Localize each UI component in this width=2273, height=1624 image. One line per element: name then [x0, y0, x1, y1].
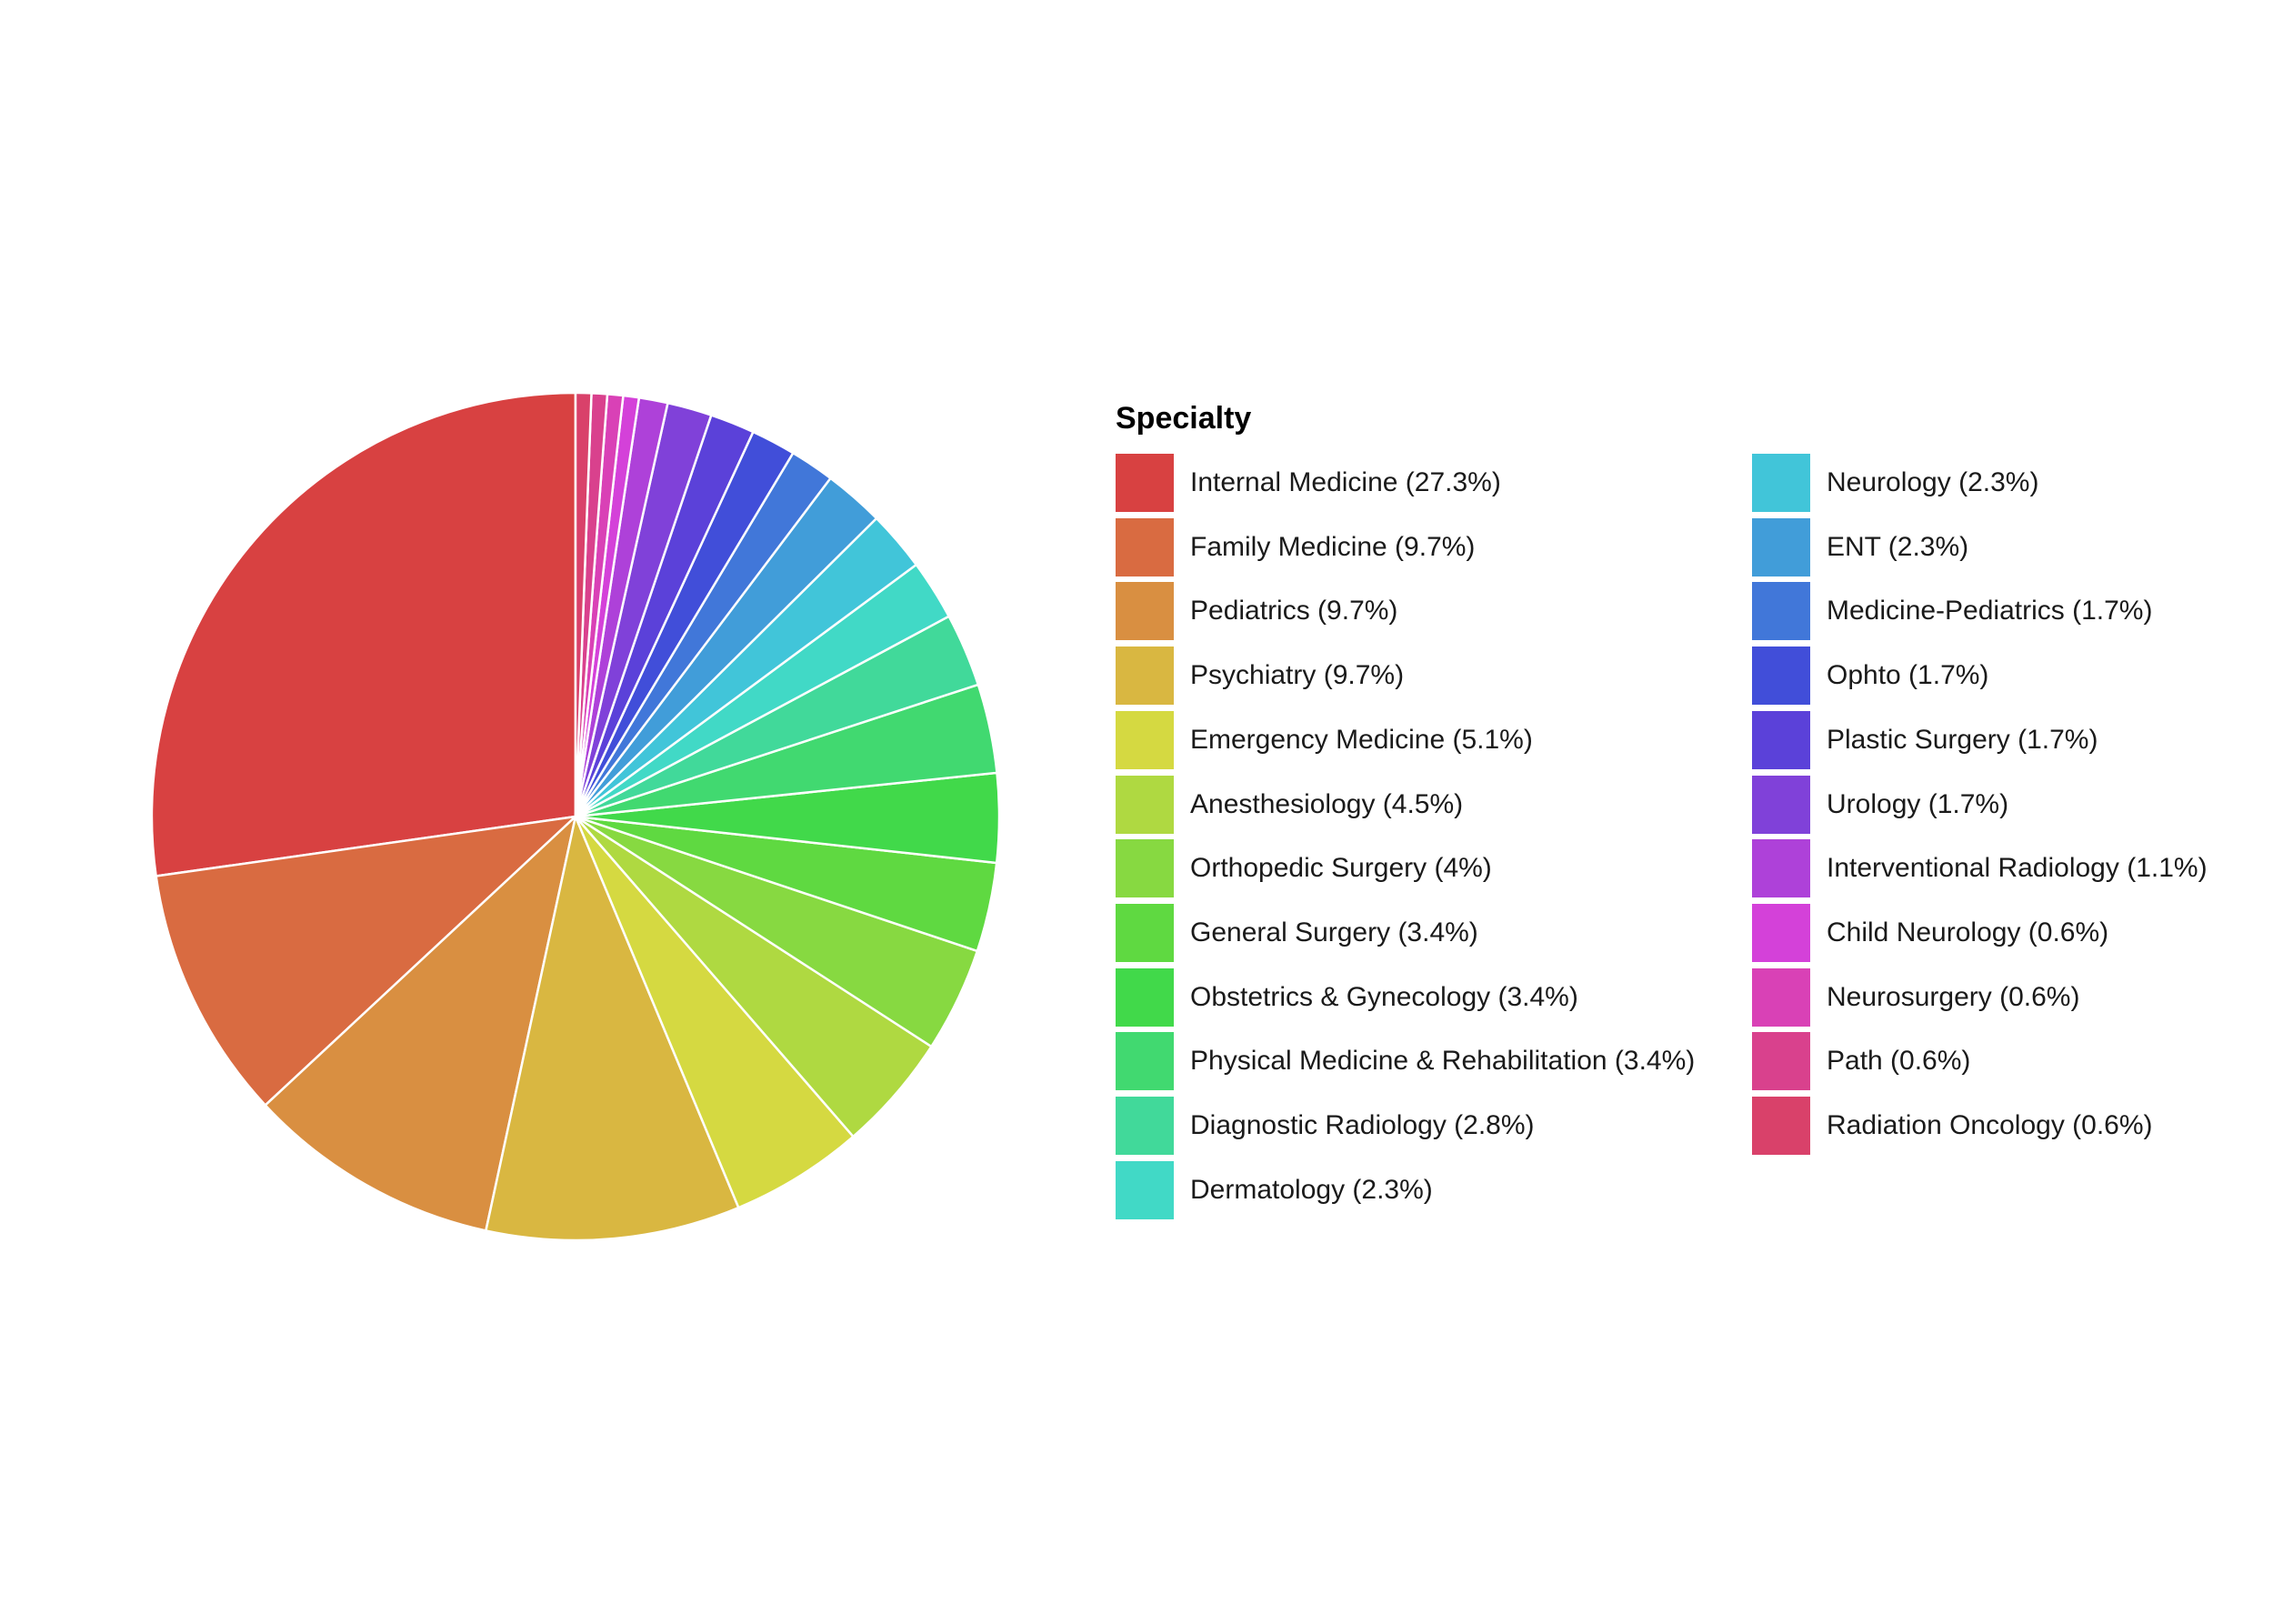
- legend-item-child-neurology: Child Neurology (0.6%): [1752, 901, 2108, 965]
- legend-swatch-plastic-surgery: [1752, 710, 1810, 769]
- legend-item-neurology: Neurology (2.3%): [1752, 451, 2038, 515]
- legend-swatch-diagnostic-radiology: [1116, 1097, 1174, 1155]
- pie-slices: [150, 391, 1001, 1242]
- legend-item-plastic-surgery: Plastic Surgery (1.7%): [1752, 708, 2098, 772]
- legend-label-orthopedic-surgery: Orthopedic Surgery (4%): [1190, 853, 1492, 884]
- legend-label-diagnostic-radiology: Diagnostic Radiology (2.8%): [1190, 1110, 1535, 1140]
- legend-item-psychiatry: Psychiatry (9.7%): [1116, 644, 1404, 707]
- legend-swatch-physical-medicine-rehabilitation: [1116, 1032, 1174, 1091]
- pie-slice-radiation-oncology: [574, 391, 593, 818]
- legend-label-urology: Urology (1.7%): [1827, 788, 2009, 819]
- legend-swatch-radiation-oncology: [1752, 1097, 1810, 1155]
- legend-swatch-orthopedic-surgery: [1116, 839, 1174, 898]
- legend-label-obstetrics-gynecology: Obstetrics & Gynecology (3.4%): [1190, 981, 1578, 1012]
- legend-label-general-surgery: General Surgery (3.4%): [1190, 917, 1478, 947]
- legend-item-radiation-oncology: Radiation Oncology (0.6%): [1752, 1094, 2153, 1158]
- legend-item-neurosurgery: Neurosurgery (0.6%): [1752, 966, 2079, 1029]
- legend-swatch-ent: [1752, 517, 1810, 576]
- legend-label-radiation-oncology: Radiation Oncology (0.6%): [1827, 1110, 2153, 1140]
- legend-label-internal-medicine: Internal Medicine (27.3%): [1190, 467, 1501, 497]
- legend-item-pediatrics: Pediatrics (9.7%): [1116, 579, 1397, 643]
- legend-swatch-obstetrics-gynecology: [1116, 967, 1174, 1027]
- pie-slice-psychiatry: [485, 815, 740, 1242]
- legend-swatch-ophto: [1752, 647, 1810, 706]
- legend-label-interventional-radiology: Interventional Radiology (1.1%): [1827, 853, 2208, 884]
- legend-item-interventional-radiology: Interventional Radiology (1.1%): [1752, 837, 2208, 900]
- legend-swatch-interventional-radiology: [1752, 839, 1810, 898]
- legend-swatch-child-neurology: [1752, 903, 1810, 962]
- legend-swatch-neurology: [1752, 454, 1810, 512]
- legend-item-emergency-medicine: Emergency Medicine (5.1%): [1116, 708, 1533, 772]
- pie-slice-family-medicine: [155, 815, 577, 1107]
- legend-swatch-neurosurgery: [1752, 967, 1810, 1027]
- legend-item-orthopedic-surgery: Orthopedic Surgery (4%): [1116, 837, 1492, 900]
- legend-label-family-medicine: Family Medicine (9.7%): [1190, 531, 1476, 562]
- legend-title: Specialty: [1116, 401, 1252, 436]
- pie-slice-emergency-medicine: [574, 815, 855, 1209]
- legend-item-ent: ENT (2.3%): [1752, 516, 1968, 579]
- legend-item-obstetrics-gynecology: Obstetrics & Gynecology (3.4%): [1116, 966, 1578, 1029]
- legend-label-medicine-pediatrics: Medicine-Pediatrics (1.7%): [1827, 596, 2153, 627]
- legend-label-neurosurgery: Neurosurgery (0.6%): [1827, 981, 2080, 1012]
- legend-swatch-general-surgery: [1116, 903, 1174, 962]
- legend-item-ophto: Ophto (1.7%): [1752, 644, 1988, 707]
- legend-swatch-path: [1752, 1032, 1810, 1091]
- legend-item-general-surgery: General Surgery (3.4%): [1116, 901, 1478, 965]
- legend-label-pediatrics: Pediatrics (9.7%): [1190, 596, 1398, 627]
- legend-label-emergency-medicine: Emergency Medicine (5.1%): [1190, 724, 1533, 755]
- legend-item-medicine-pediatrics: Medicine-Pediatrics (1.7%): [1752, 579, 2152, 643]
- legend-swatch-urology: [1752, 775, 1810, 834]
- legend-item-internal-medicine: Internal Medicine (27.3%): [1116, 451, 1501, 515]
- legend-label-psychiatry: Psychiatry (9.7%): [1190, 660, 1405, 691]
- legend-item-physical-medicine-rehabilitation: Physical Medicine & Rehabilitation (3.4%…: [1116, 1029, 1695, 1093]
- legend-item-diagnostic-radiology: Diagnostic Radiology (2.8%): [1116, 1094, 1535, 1158]
- legend-swatch-pediatrics: [1116, 582, 1174, 641]
- legend-label-ophto: Ophto (1.7%): [1827, 660, 1989, 691]
- legend-label-dermatology: Dermatology (2.3%): [1190, 1174, 1433, 1205]
- legend-item-family-medicine: Family Medicine (9.7%): [1116, 516, 1475, 579]
- legend-swatch-medicine-pediatrics: [1752, 582, 1810, 641]
- legend-swatch-emergency-medicine: [1116, 710, 1174, 769]
- legend-swatch-internal-medicine: [1116, 454, 1174, 512]
- legend-swatch-dermatology: [1116, 1160, 1174, 1219]
- legend-label-ent: ENT (2.3%): [1827, 531, 1969, 562]
- legend-label-physical-medicine-rehabilitation: Physical Medicine & Rehabilitation (3.4%…: [1190, 1046, 1696, 1077]
- legend-swatch-family-medicine: [1116, 517, 1174, 576]
- legend-label-plastic-surgery: Plastic Surgery (1.7%): [1827, 724, 2098, 755]
- pie-slice-internal-medicine: [150, 391, 577, 877]
- legend-item-anesthesiology: Anesthesiology (4.5%): [1116, 773, 1463, 837]
- legend-label-neurology: Neurology (2.3%): [1827, 467, 2039, 497]
- legend-label-child-neurology: Child Neurology (0.6%): [1827, 917, 2109, 947]
- legend-item-urology: Urology (1.7%): [1752, 773, 2008, 837]
- legend-swatch-anesthesiology: [1116, 775, 1174, 834]
- legend-item-path: Path (0.6%): [1752, 1029, 1970, 1093]
- legend-label-anesthesiology: Anesthesiology (4.5%): [1190, 788, 1464, 819]
- legend-label-path: Path (0.6%): [1827, 1046, 1971, 1077]
- legend-swatch-psychiatry: [1116, 647, 1174, 706]
- pie-slice-pediatrics: [264, 815, 577, 1232]
- legend-item-dermatology: Dermatology (2.3%): [1116, 1158, 1433, 1222]
